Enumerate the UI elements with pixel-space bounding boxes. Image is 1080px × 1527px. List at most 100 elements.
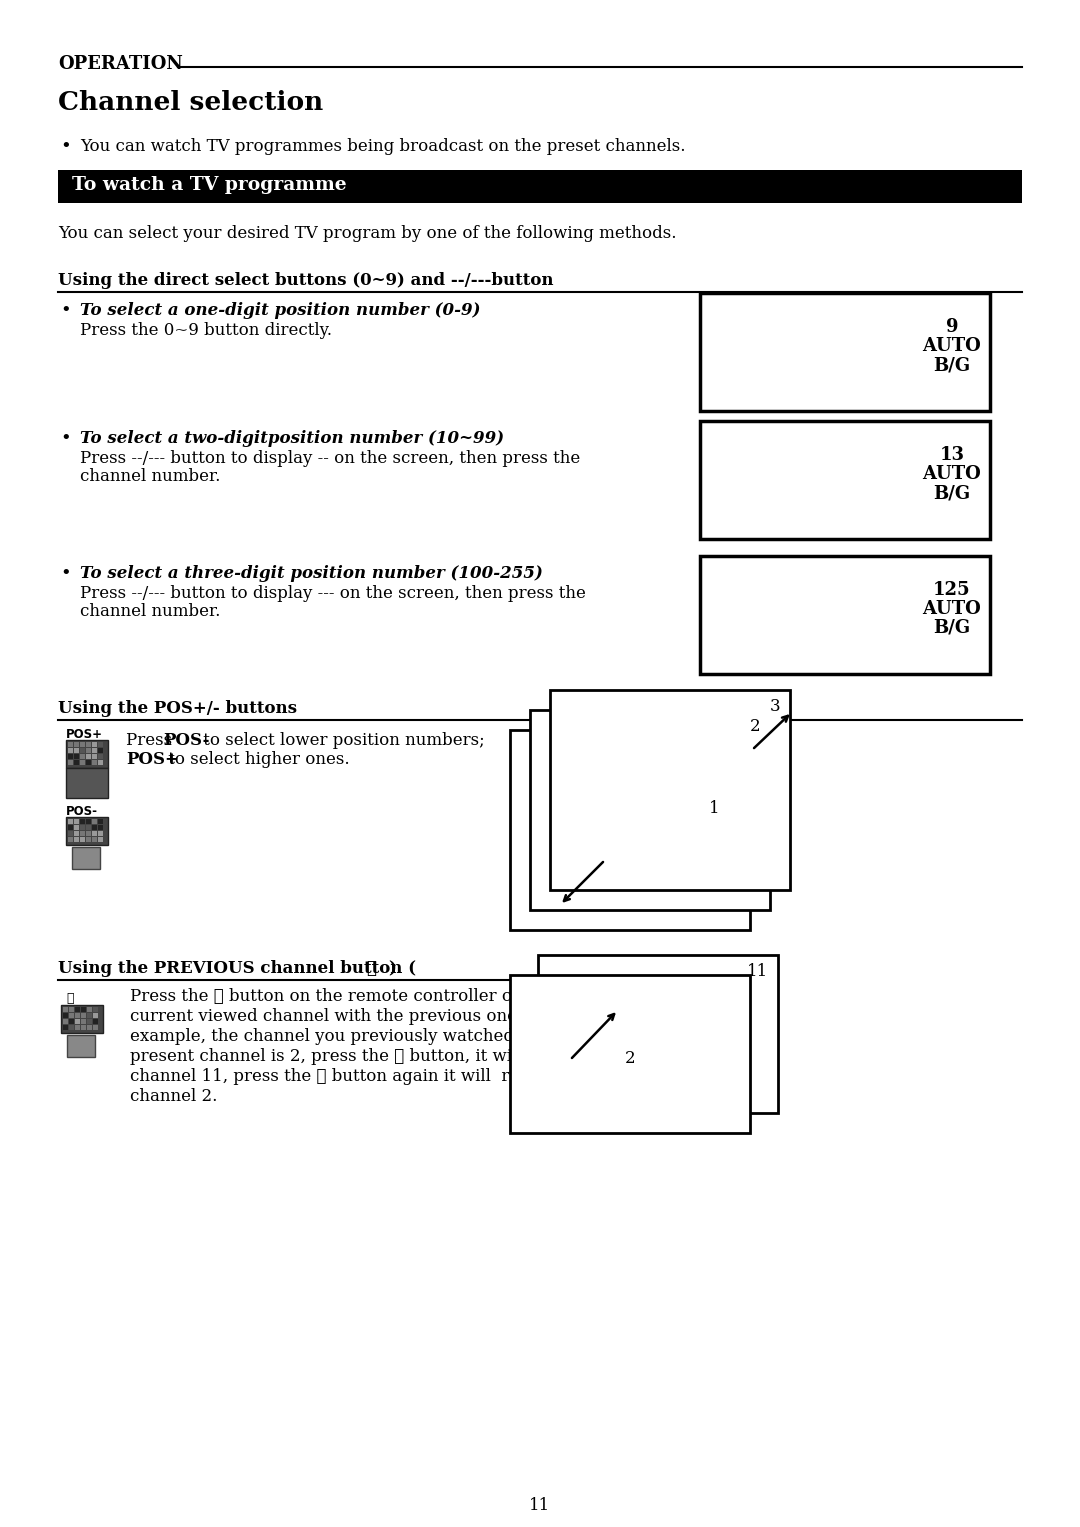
Bar [63, 1019, 68, 1025]
Bar [98, 825, 103, 831]
Text: 2: 2 [750, 718, 760, 734]
Bar [510, 976, 750, 1133]
Text: To select a two-digitposition number (10~99): To select a two-digitposition number (10… [80, 431, 504, 447]
Bar [68, 754, 73, 759]
Bar [86, 748, 91, 753]
Text: POS-: POS- [66, 805, 98, 818]
Bar [63, 1025, 68, 1031]
Bar [700, 421, 990, 539]
Bar [80, 825, 85, 831]
Text: B/G: B/G [933, 618, 971, 637]
Text: B/G: B/G [933, 484, 971, 502]
Text: to select higher ones.: to select higher ones. [163, 751, 350, 768]
Bar [68, 748, 73, 753]
Bar [92, 748, 97, 753]
Bar [69, 1025, 75, 1031]
Bar [67, 1035, 95, 1057]
Text: •: • [60, 431, 70, 447]
Bar [530, 710, 770, 910]
Text: Using the POS+/- buttons: Using the POS+/- buttons [58, 699, 297, 718]
Text: AUTO: AUTO [922, 337, 982, 354]
Text: •: • [60, 565, 70, 583]
Text: Using the PREVIOUS channel button (: Using the PREVIOUS channel button ( [58, 960, 416, 977]
Text: Press the 0~9 button directly.: Press the 0~9 button directly. [80, 322, 332, 339]
Text: channel 11, press the Ⓢ button again it will  return to: channel 11, press the Ⓢ button again it … [130, 1067, 577, 1086]
Text: •: • [60, 137, 71, 156]
Text: •: • [60, 302, 70, 321]
Text: to select lower position numbers;: to select lower position numbers; [198, 731, 485, 750]
Text: You can select your desired TV program by one of the following methods.: You can select your desired TV program b… [58, 224, 676, 241]
Bar [98, 754, 103, 759]
Bar [550, 690, 789, 890]
Text: ): ) [388, 960, 396, 977]
Bar [92, 760, 97, 765]
Bar [68, 825, 73, 831]
Text: 2: 2 [624, 1051, 635, 1067]
Bar [81, 1012, 86, 1019]
Text: To select a one-digit position number (0-9): To select a one-digit position number (0… [80, 302, 481, 319]
Bar [98, 760, 103, 765]
Bar [86, 825, 91, 831]
Bar [66, 741, 108, 768]
Text: 9: 9 [946, 318, 958, 336]
Bar [98, 837, 103, 841]
Bar [86, 837, 91, 841]
Bar [86, 760, 91, 765]
Bar [58, 169, 1022, 203]
Bar [538, 954, 778, 1113]
Bar [92, 825, 97, 831]
Bar [66, 768, 108, 799]
Bar [69, 1012, 75, 1019]
Bar [87, 1025, 92, 1031]
Text: Press the Ⓢ button on the remote controller can swap the: Press the Ⓢ button on the remote control… [130, 988, 612, 1005]
Bar [69, 1019, 75, 1025]
Bar [75, 1025, 80, 1031]
Bar [92, 754, 97, 759]
Text: To watch a TV programme: To watch a TV programme [72, 176, 347, 194]
Bar [87, 1006, 92, 1012]
Text: Press --/--- button to display -- on the screen, then press the: Press --/--- button to display -- on the… [80, 450, 580, 467]
Text: Press: Press [126, 731, 177, 750]
Bar [68, 760, 73, 765]
Bar [86, 818, 91, 825]
Bar [75, 831, 79, 835]
Bar [75, 1006, 80, 1012]
Text: To select a three-digit position number (100-255): To select a three-digit position number … [80, 565, 543, 582]
Text: POS+: POS+ [126, 751, 179, 768]
Text: Using the direct select buttons (0~9) and --/---button: Using the direct select buttons (0~9) an… [58, 272, 554, 289]
Bar [93, 1025, 98, 1031]
Bar [700, 556, 990, 673]
Bar [75, 748, 79, 753]
Text: example, the channel you previously watched is 11, the: example, the channel you previously watc… [130, 1028, 597, 1044]
Bar [81, 1025, 86, 1031]
Bar [68, 831, 73, 835]
Bar [80, 760, 85, 765]
Text: 3: 3 [769, 698, 780, 715]
Bar [98, 748, 103, 753]
Text: 13: 13 [940, 446, 964, 464]
Bar [86, 754, 91, 759]
Bar [87, 1012, 92, 1019]
Text: 1: 1 [710, 800, 720, 817]
Bar [75, 825, 79, 831]
Text: OPERATION: OPERATION [58, 55, 183, 73]
Bar [75, 837, 79, 841]
Bar [75, 1019, 80, 1025]
Bar [93, 1019, 98, 1025]
Text: You can watch TV programmes being broadcast on the preset channels.: You can watch TV programmes being broadc… [80, 137, 686, 156]
Text: POS+: POS+ [66, 728, 103, 741]
Bar [68, 742, 73, 747]
Bar [75, 754, 79, 759]
Bar [93, 1012, 98, 1019]
Bar [75, 818, 79, 825]
Bar [75, 760, 79, 765]
Bar [87, 1019, 92, 1025]
Text: Channel selection: Channel selection [58, 90, 323, 115]
Text: channel number.: channel number. [80, 467, 220, 486]
Bar [66, 817, 108, 844]
Bar [700, 293, 990, 411]
Text: AUTO: AUTO [922, 600, 982, 618]
Text: 11: 11 [529, 1496, 551, 1513]
Bar [68, 818, 73, 825]
Bar [98, 818, 103, 825]
